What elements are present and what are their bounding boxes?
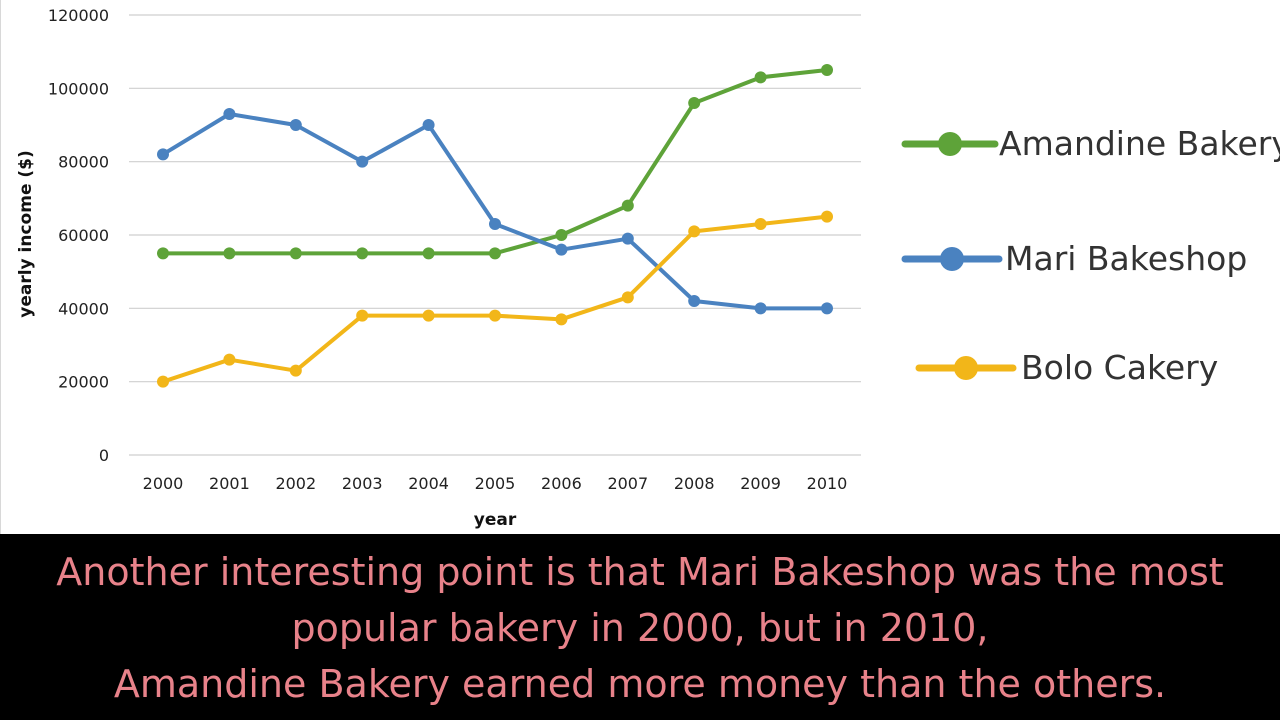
data-point: [821, 64, 833, 76]
data-point: [621, 291, 634, 304]
data-point: [223, 247, 236, 260]
series-lines: [157, 64, 833, 388]
gridlines: [129, 14, 861, 456]
data-point: [754, 71, 767, 84]
data-point: [489, 247, 501, 260]
legend-marker: [954, 356, 978, 380]
data-point: [754, 302, 767, 315]
data-point: [289, 119, 302, 131]
subtitle-caption: Another interesting point is that Mari B…: [0, 534, 1280, 720]
y-tick-label: 60000: [58, 226, 109, 245]
data-point: [489, 218, 501, 230]
x-tick-label: 2001: [209, 474, 250, 493]
y-tick-label: 40000: [58, 299, 109, 318]
data-point: [422, 119, 435, 131]
x-tick-label: 2007: [607, 474, 648, 493]
legend-marker: [940, 247, 964, 271]
y-tick-label: 100000: [48, 79, 109, 98]
y-axis-title: yearly income ($): [16, 150, 36, 318]
legend-item: Amandine Bakery: [901, 124, 1280, 163]
subtitle-line-3: Amandine Bakery earned more money than t…: [113, 662, 1167, 706]
data-point: [223, 353, 236, 366]
data-point: [422, 247, 435, 260]
legend-label: Amandine Bakery: [999, 124, 1280, 163]
data-point: [621, 199, 634, 212]
legend-label: Bolo Cakery: [1021, 348, 1218, 387]
data-point: [489, 309, 501, 322]
data-point: [821, 210, 833, 223]
legend-label: Mari Bakeshop: [1005, 239, 1247, 278]
x-tick-label: 2009: [740, 474, 781, 493]
legend-item: Bolo Cakery: [915, 348, 1218, 387]
legend: Amandine Bakery Mari Bakeshop Bolo Cakery: [901, 124, 1280, 387]
legend-marker: [938, 132, 962, 156]
x-tick-label: 2010: [807, 474, 848, 493]
data-point: [688, 97, 701, 109]
series-mari-bakeshop: [157, 108, 833, 315]
x-tick-label: 2004: [408, 474, 449, 493]
data-point: [356, 155, 369, 168]
data-point: [422, 309, 435, 322]
x-tick-label: 2000: [143, 474, 184, 493]
x-tick-label: 2005: [475, 474, 516, 493]
y-tick-label: 120000: [48, 6, 109, 25]
data-point: [356, 309, 369, 322]
data-point: [289, 364, 302, 377]
y-tick-label: 20000: [58, 373, 109, 392]
data-point: [754, 218, 767, 230]
data-point: [821, 302, 833, 315]
subtitle-line-2: popular bakery in 2000, but in 2010,: [291, 606, 989, 650]
data-point: [555, 229, 568, 241]
subtitle-line-1: Another interesting point is that Mari B…: [56, 550, 1224, 594]
series-line: [161, 214, 829, 384]
data-point: [555, 313, 568, 326]
data-point: [555, 243, 568, 256]
x-axis-ticks: 2000 2001 2002 2003 2004 2005 2006 2007 2008 2009…: [143, 474, 848, 493]
data-point: [157, 375, 169, 388]
data-point: [356, 247, 369, 260]
data-point: [157, 148, 169, 161]
data-point: [688, 225, 701, 238]
data-point: [688, 295, 701, 307]
y-axis-ticks: 0 20000 40000 60000 80000 100000 120000: [48, 6, 109, 465]
series-amandine-bakery: [157, 64, 833, 260]
line-chart: 0 20000 40000 60000 80000 100000 120000 2000 20…: [0, 0, 1280, 534]
data-point: [621, 232, 634, 245]
y-tick-label: 0: [99, 446, 109, 465]
data-point: [289, 247, 302, 260]
data-point: [157, 247, 169, 260]
x-tick-label: 2002: [275, 474, 316, 493]
y-tick-label: 80000: [58, 153, 109, 172]
legend-item: Mari Bakeshop: [901, 239, 1247, 278]
x-tick-label: 2006: [541, 474, 582, 493]
data-point: [223, 108, 236, 120]
x-axis-title: year: [474, 510, 517, 530]
x-tick-label: 2003: [342, 474, 383, 493]
series-bolo-cakery: [157, 210, 833, 388]
series-line: [161, 112, 829, 311]
x-tick-label: 2008: [674, 474, 715, 493]
